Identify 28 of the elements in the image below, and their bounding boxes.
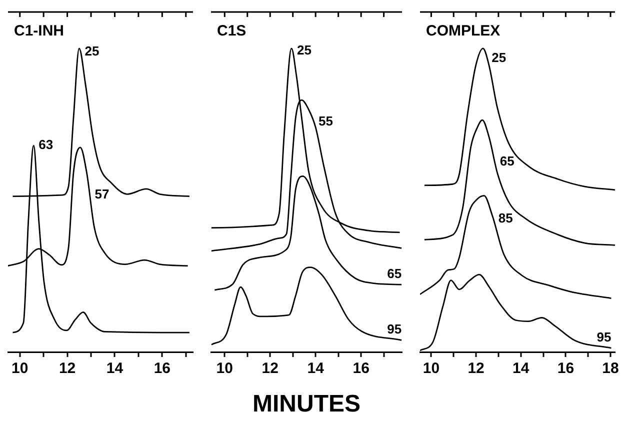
x-tick-label: 16 <box>557 360 574 378</box>
x-tick-label: 12 <box>262 360 278 378</box>
chart-title: C1-INH <box>14 22 64 40</box>
series-label: 25 <box>296 42 312 58</box>
x-tick-label: 10 <box>216 360 233 378</box>
x-tick-label: 18 <box>602 360 619 378</box>
x-tick-label: 14 <box>106 360 124 378</box>
series-label: 65 <box>387 266 402 282</box>
series-label: 65 <box>500 154 514 169</box>
x-axis-title: MINUTES <box>252 390 360 418</box>
series-label: 25 <box>492 50 506 66</box>
chart-title: C1S <box>217 22 246 40</box>
x-tick-label: 12 <box>58 360 76 378</box>
series-label: 95 <box>596 330 612 345</box>
series-label: 25 <box>84 44 100 59</box>
series-label: 55 <box>318 114 334 129</box>
x-tick-label: 14 <box>307 360 325 378</box>
x-tick-label: 12 <box>468 360 484 378</box>
x-tick-label: 10 <box>422 360 440 378</box>
chart-title: COMPLEX <box>426 22 500 40</box>
series-label: 85 <box>498 210 513 226</box>
x-tick-label: 16 <box>154 360 171 378</box>
series-label: 57 <box>94 186 110 202</box>
x-tick-label: 10 <box>12 360 28 378</box>
x-tick-label: 14 <box>512 360 530 378</box>
series-label: 95 <box>387 322 402 337</box>
x-tick-label: 16 <box>352 360 370 378</box>
series-label: 63 <box>38 137 54 152</box>
